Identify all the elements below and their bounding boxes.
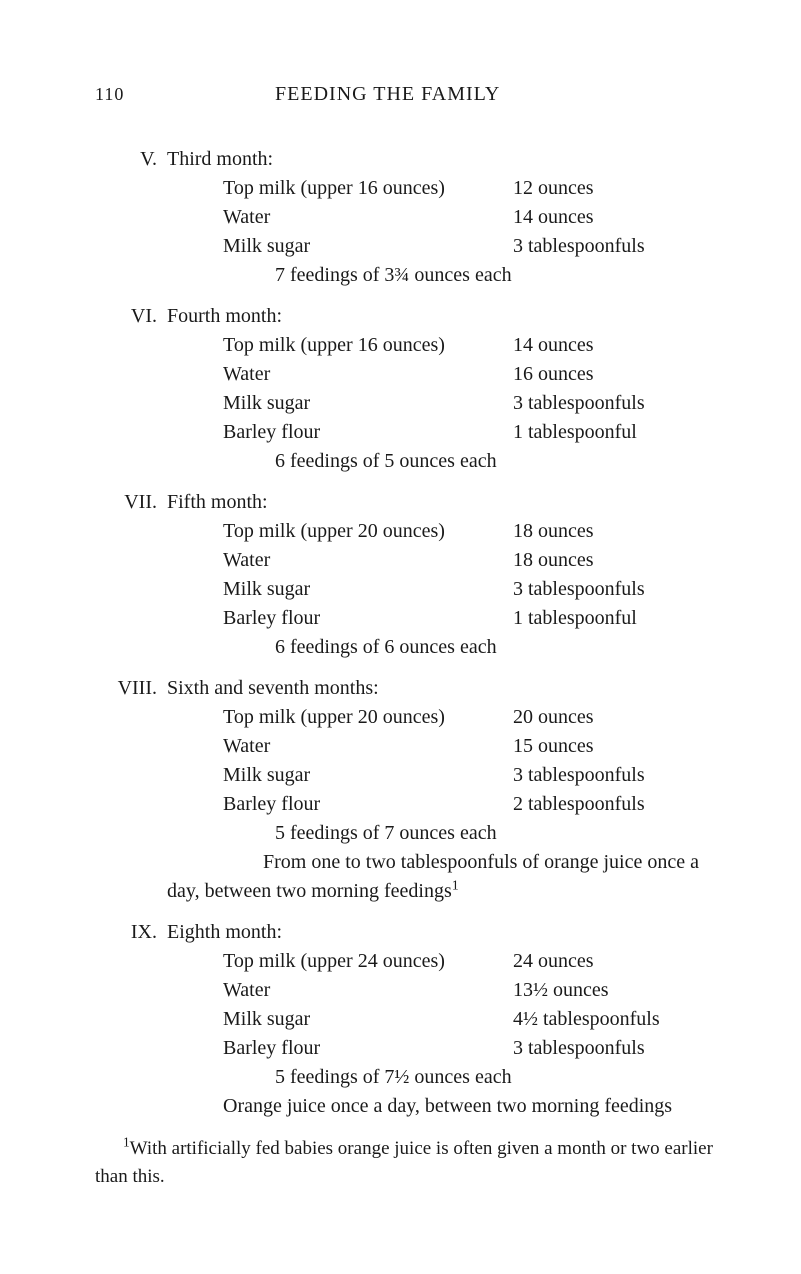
ingredient-value: 2 tablespoonfuls <box>513 790 645 819</box>
ingredient-value: 18 ounces <box>513 517 594 546</box>
ingredient-label: Barley flour <box>223 418 513 447</box>
section-vii: VII. Fifth month: Top milk (upper 20 oun… <box>95 488 721 662</box>
feedings-line: 5 feedings of 7½ ounces each <box>95 1063 721 1092</box>
ingredient-value: 1 tablespoonful <box>513 418 637 447</box>
ingredient-label: Barley flour <box>223 790 513 819</box>
section-vi: VI. Fourth month: Top milk (upper 16 oun… <box>95 302 721 476</box>
section-ix: IX. Eighth month: Top milk (upper 24 oun… <box>95 918 721 1121</box>
section-title: Third month: <box>167 145 273 174</box>
section-viii: VIII. Sixth and seventh months: Top milk… <box>95 674 721 906</box>
ingredient-value: 16 ounces <box>513 360 594 389</box>
ingredient-value: 18 ounces <box>513 546 594 575</box>
ingredient-label: Top milk (upper 16 ounces) <box>223 174 513 203</box>
ingredient-label: Top milk (upper 20 ounces) <box>223 703 513 732</box>
ingredient-label: Milk sugar <box>223 575 513 604</box>
section-v: V. Third month: Top milk (upper 16 ounce… <box>95 145 721 290</box>
ingredient-label: Barley flour <box>223 1034 513 1063</box>
ingredient-value: 3 tablespoonfuls <box>513 389 645 418</box>
section-title: Eighth month: <box>167 918 282 947</box>
feedings-line: 5 feedings of 7 ounces each <box>95 819 721 848</box>
ingredient-label: Water <box>223 203 513 232</box>
section-title: Fifth month: <box>167 488 268 517</box>
ingredient-value: 13½ ounces <box>513 976 609 1005</box>
roman-numeral: VIII. <box>95 674 167 703</box>
note-line: From one to two tablespoonfuls of orange… <box>263 851 699 873</box>
feedings-line: 6 feedings of 5 ounces each <box>95 447 721 476</box>
ingredient-value: 20 ounces <box>513 703 594 732</box>
ingredient-label: Top milk (upper 24 ounces) <box>223 947 513 976</box>
ingredient-label: Top milk (upper 16 ounces) <box>223 331 513 360</box>
ingredient-label: Water <box>223 546 513 575</box>
ingredient-value: 3 tablespoonfuls <box>513 232 645 261</box>
ingredient-label: Milk sugar <box>223 232 513 261</box>
ingredient-value: 3 tablespoonfuls <box>513 1034 645 1063</box>
roman-numeral: V. <box>95 145 167 174</box>
roman-numeral: VII. <box>95 488 167 517</box>
ingredient-value: 15 ounces <box>513 732 594 761</box>
ingredient-label: Top milk (upper 20 ounces) <box>223 517 513 546</box>
ingredient-value: 14 ounces <box>513 331 594 360</box>
ingredient-value: 4½ tablespoonfuls <box>513 1005 660 1034</box>
feedings-line: 6 feedings of 6 ounces each <box>95 633 721 662</box>
note-paragraph: From one to two tablespoonfuls of orange… <box>95 848 721 877</box>
ingredient-value: 3 tablespoonfuls <box>513 761 645 790</box>
orange-juice-line: Orange juice once a day, between two mor… <box>95 1092 721 1121</box>
ingredient-value: 3 tablespoonfuls <box>513 575 645 604</box>
ingredient-value: 24 ounces <box>513 947 594 976</box>
section-title: Sixth and seventh months: <box>167 674 379 703</box>
footnote: 1With artificially fed babies orange jui… <box>95 1135 721 1190</box>
footnote-marker: 1 <box>123 1135 130 1150</box>
ingredient-label: Water <box>223 976 513 1005</box>
feedings-line: 7 feedings of 3¾ ounces each <box>95 261 721 290</box>
ingredient-value: 1 tablespoonful <box>513 604 637 633</box>
ingredient-label: Milk sugar <box>223 761 513 790</box>
ingredient-label: Water <box>223 732 513 761</box>
ingredient-value: 12 ounces <box>513 174 594 203</box>
book-title: FEEDING THE FAMILY <box>84 80 691 109</box>
ingredient-label: Barley flour <box>223 604 513 633</box>
roman-numeral: VI. <box>95 302 167 331</box>
footnote-ref: 1 <box>452 878 459 893</box>
section-title: Fourth month: <box>167 302 282 331</box>
page-header: 110 FEEDING THE FAMILY <box>95 80 721 109</box>
note-line2: day, between two morning feedings1 <box>95 877 721 906</box>
roman-numeral: IX. <box>95 918 167 947</box>
ingredient-label: Milk sugar <box>223 389 513 418</box>
footnote-text: With artificially fed babies orange juic… <box>95 1138 713 1187</box>
ingredient-value: 14 ounces <box>513 203 594 232</box>
ingredient-label: Water <box>223 360 513 389</box>
ingredient-label: Milk sugar <box>223 1005 513 1034</box>
